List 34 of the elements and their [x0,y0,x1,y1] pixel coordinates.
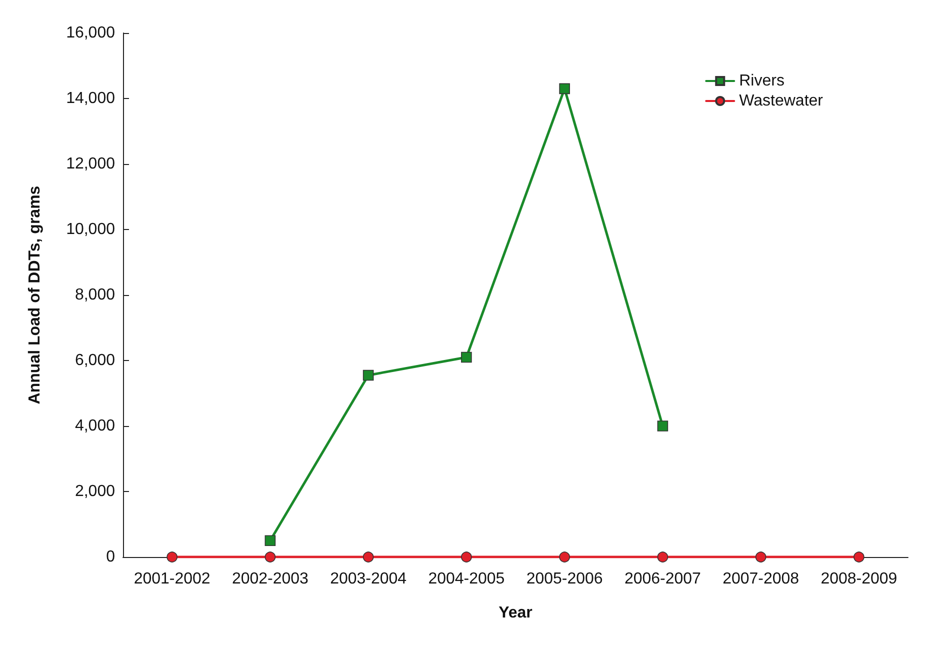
x-tick-label: 2002-2003 [232,570,309,588]
y-tick-label: 2,000 [74,483,116,500]
y-tick-label: 16,000 [66,24,116,42]
point [166,552,178,562]
point [461,552,472,562]
x-tick-label: 2008-2009 [820,570,898,588]
x-tick-label: 2003-2004 [330,570,407,588]
point [264,552,276,562]
y-tick-label: 4,000 [74,418,116,434]
point [362,552,374,562]
y-tick-label: 6,000 [74,352,116,369]
x-tick-label: 2006-2007 [624,570,702,588]
point [559,83,570,94]
y-tick-label: 10,000 [66,221,116,238]
y-tick-label: 0 [106,548,116,566]
y-axis-title: Annual Load of DDTs, grams [26,186,44,404]
point [362,370,374,381]
x-tick-label: 2001-2002 [134,570,210,588]
x-tick-label: 2005-2006 [526,570,603,588]
point [755,552,766,562]
point [854,552,864,562]
point [657,420,668,432]
x-tick-label: 2007-2008 [722,570,800,588]
point [559,552,570,562]
y-tick-label: 8,000 [74,286,116,304]
y-tick-label: 12,000 [66,156,116,172]
point [264,535,276,546]
x-tick-label: 2004-2005 [428,570,505,588]
y-tick-label: 14,000 [66,90,116,107]
legend-label: Wastewater [739,92,824,110]
point [461,352,472,363]
x-axis-title: Year [498,604,532,622]
point [657,552,668,562]
legend-label: Rivers [739,72,784,90]
